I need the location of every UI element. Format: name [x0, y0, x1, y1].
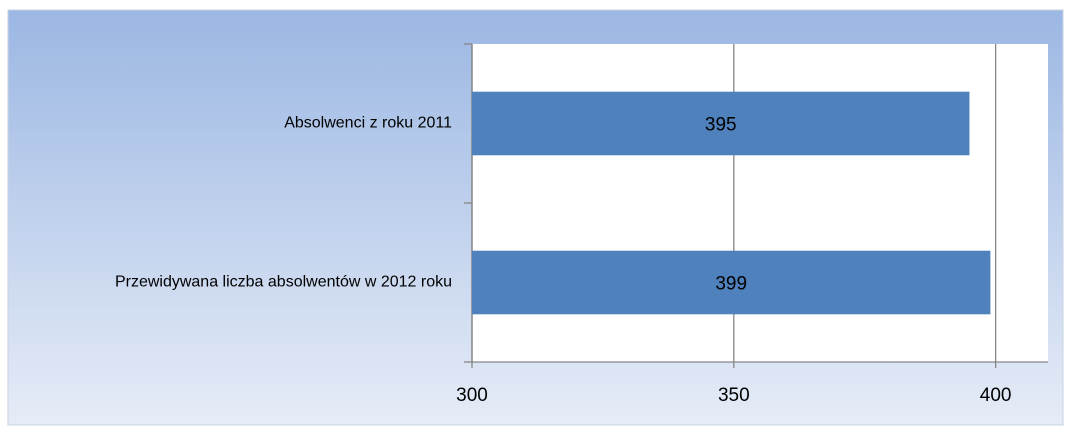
- value-label: 395: [705, 115, 737, 136]
- x-tick-label: 300: [456, 385, 488, 406]
- bar: [472, 91, 970, 156]
- bar: [472, 250, 991, 315]
- y-tick-label: Absolwenci z roku 2011: [284, 115, 452, 132]
- x-tick-label: 400: [980, 385, 1012, 406]
- x-tick-label: 350: [718, 385, 750, 406]
- y-tick-label: Przewidywana liczba absolwentów w 2012 r…: [115, 274, 452, 291]
- value-label: 399: [715, 274, 747, 295]
